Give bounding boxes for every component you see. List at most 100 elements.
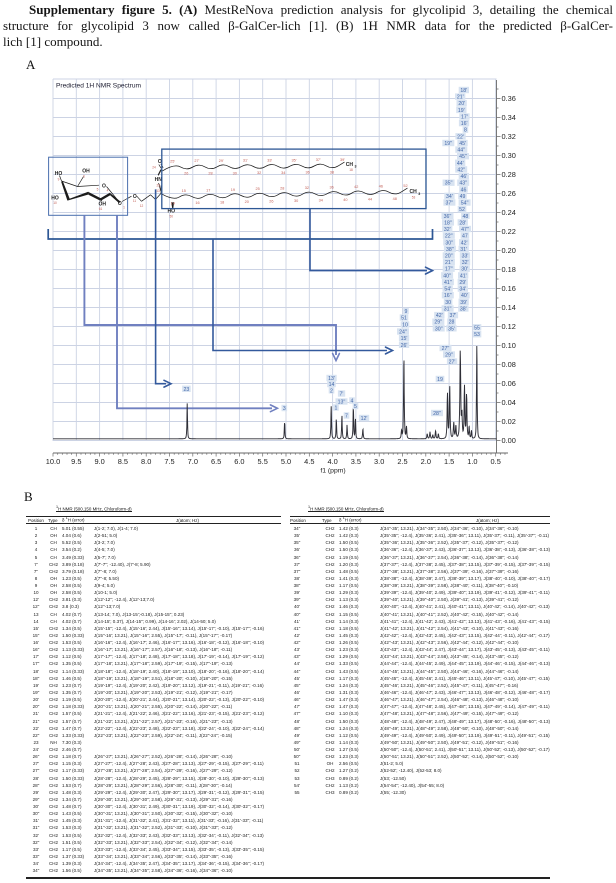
svg-text:9: 9 bbox=[405, 309, 408, 315]
svg-text:CH: CH bbox=[346, 162, 354, 168]
svg-text:30: 30 bbox=[294, 199, 298, 203]
svg-text:51: 51 bbox=[401, 316, 407, 322]
svg-text:23: 23 bbox=[157, 184, 161, 188]
svg-text:3.0: 3.0 bbox=[374, 457, 384, 466]
svg-text:30'': 30'' bbox=[445, 240, 453, 246]
svg-text:9.5: 9.5 bbox=[71, 457, 81, 466]
svg-text:18': 18' bbox=[460, 88, 467, 94]
svg-text:HO: HO bbox=[55, 171, 63, 177]
svg-text:50: 50 bbox=[170, 215, 174, 219]
svg-text:4: 4 bbox=[351, 399, 354, 405]
svg-text:CH: CH bbox=[410, 189, 418, 195]
svg-text:16: 16 bbox=[195, 201, 199, 205]
svg-text:29': 29' bbox=[459, 280, 466, 286]
svg-text:5.0: 5.0 bbox=[281, 457, 291, 466]
svg-text:22'': 22'' bbox=[445, 234, 453, 240]
svg-text:35': 35' bbox=[448, 326, 455, 332]
svg-text:13: 13 bbox=[156, 189, 160, 193]
svg-text:O: O bbox=[158, 159, 162, 165]
svg-text:3: 3 bbox=[283, 406, 286, 412]
svg-text:9.0: 9.0 bbox=[94, 457, 104, 466]
svg-text:10: 10 bbox=[53, 201, 57, 205]
svg-text:Predicted 1H NMR Spectrum: Predicted 1H NMR Spectrum bbox=[56, 83, 142, 90]
svg-text:32': 32' bbox=[444, 227, 451, 233]
svg-text:42': 42' bbox=[461, 240, 468, 246]
svg-text:26: 26 bbox=[269, 200, 273, 204]
svg-text:18: 18 bbox=[349, 168, 353, 172]
svg-text:52: 52 bbox=[403, 184, 407, 188]
svg-text:40': 40' bbox=[461, 293, 468, 299]
svg-text:0.24: 0.24 bbox=[502, 208, 516, 217]
svg-text:6: 6 bbox=[83, 175, 85, 179]
svg-text:42': 42' bbox=[436, 313, 443, 319]
svg-text:28': 28' bbox=[459, 220, 466, 226]
svg-text:30: 30 bbox=[233, 171, 237, 175]
svg-text:0.36: 0.36 bbox=[502, 94, 516, 103]
svg-text:0.18: 0.18 bbox=[502, 265, 516, 274]
svg-text:36'': 36'' bbox=[444, 214, 452, 220]
svg-text:6.5: 6.5 bbox=[211, 457, 221, 466]
svg-text:52: 52 bbox=[459, 207, 465, 213]
svg-text:3.5: 3.5 bbox=[351, 457, 361, 466]
svg-text:2.5: 2.5 bbox=[397, 457, 407, 466]
svg-text:34': 34' bbox=[446, 194, 453, 200]
svg-text:15': 15' bbox=[401, 336, 408, 342]
svg-text:14: 14 bbox=[171, 202, 175, 206]
svg-text:0.02: 0.02 bbox=[502, 417, 516, 426]
svg-text:30': 30' bbox=[461, 267, 468, 273]
svg-text:30'': 30'' bbox=[435, 326, 443, 332]
svg-text:5: 5 bbox=[97, 188, 99, 192]
svg-text:30: 30 bbox=[445, 300, 451, 306]
svg-text:2.0: 2.0 bbox=[421, 457, 431, 466]
svg-text:48: 48 bbox=[393, 197, 397, 201]
svg-text:20': 20' bbox=[458, 101, 465, 107]
svg-text:26': 26' bbox=[401, 343, 408, 349]
svg-text:43'': 43'' bbox=[459, 181, 467, 187]
svg-text:46: 46 bbox=[379, 185, 383, 189]
svg-text:45': 45' bbox=[459, 141, 466, 147]
svg-text:20: 20 bbox=[245, 200, 249, 204]
svg-text:28: 28 bbox=[449, 320, 455, 326]
svg-text:1.5: 1.5 bbox=[444, 457, 454, 466]
svg-text:0.08: 0.08 bbox=[502, 360, 516, 369]
svg-text:HO: HO bbox=[51, 195, 59, 201]
svg-text:37'': 37'' bbox=[446, 201, 454, 207]
svg-text:6.0: 6.0 bbox=[234, 457, 244, 466]
svg-text:44'': 44'' bbox=[457, 148, 465, 154]
svg-text:9: 9 bbox=[58, 177, 60, 181]
svg-text:39': 39' bbox=[460, 300, 467, 306]
svg-text:0.30: 0.30 bbox=[502, 151, 516, 160]
svg-text:13'': 13'' bbox=[338, 400, 346, 406]
svg-text:10.0: 10.0 bbox=[46, 457, 60, 466]
svg-text:29'': 29'' bbox=[434, 320, 442, 326]
svg-text:0.34: 0.34 bbox=[502, 113, 516, 122]
svg-text:0.26: 0.26 bbox=[502, 189, 516, 198]
svg-text:42: 42 bbox=[354, 185, 358, 189]
svg-text:17': 17' bbox=[461, 115, 468, 121]
svg-text:16'': 16'' bbox=[444, 293, 452, 299]
svg-text:3: 3 bbox=[418, 192, 420, 196]
svg-text:19': 19' bbox=[458, 108, 465, 114]
svg-text:OH: OH bbox=[99, 202, 107, 208]
svg-text:44': 44' bbox=[457, 161, 464, 167]
svg-text:8.5: 8.5 bbox=[118, 457, 128, 466]
svg-text:35'': 35'' bbox=[445, 181, 453, 187]
svg-text:0.5: 0.5 bbox=[491, 457, 501, 466]
svg-text:37': 37' bbox=[450, 313, 457, 319]
svg-text:26: 26 bbox=[184, 172, 188, 176]
svg-text:21'': 21'' bbox=[445, 260, 453, 266]
svg-text:36: 36 bbox=[305, 171, 309, 175]
svg-text:17: 17 bbox=[206, 188, 210, 192]
svg-text:34: 34 bbox=[281, 171, 285, 175]
svg-text:13': 13' bbox=[328, 376, 335, 382]
svg-text:32: 32 bbox=[257, 171, 261, 175]
svg-text:2: 2 bbox=[330, 388, 333, 394]
svg-text:3: 3 bbox=[355, 165, 357, 169]
svg-text:0.06: 0.06 bbox=[502, 379, 516, 388]
svg-text:8: 8 bbox=[464, 128, 467, 134]
svg-text:39': 39' bbox=[340, 158, 345, 162]
svg-text:54'': 54'' bbox=[461, 201, 469, 207]
svg-text:47'': 47'' bbox=[461, 227, 469, 233]
svg-text:7.5: 7.5 bbox=[164, 457, 174, 466]
svg-text:40: 40 bbox=[343, 198, 347, 202]
